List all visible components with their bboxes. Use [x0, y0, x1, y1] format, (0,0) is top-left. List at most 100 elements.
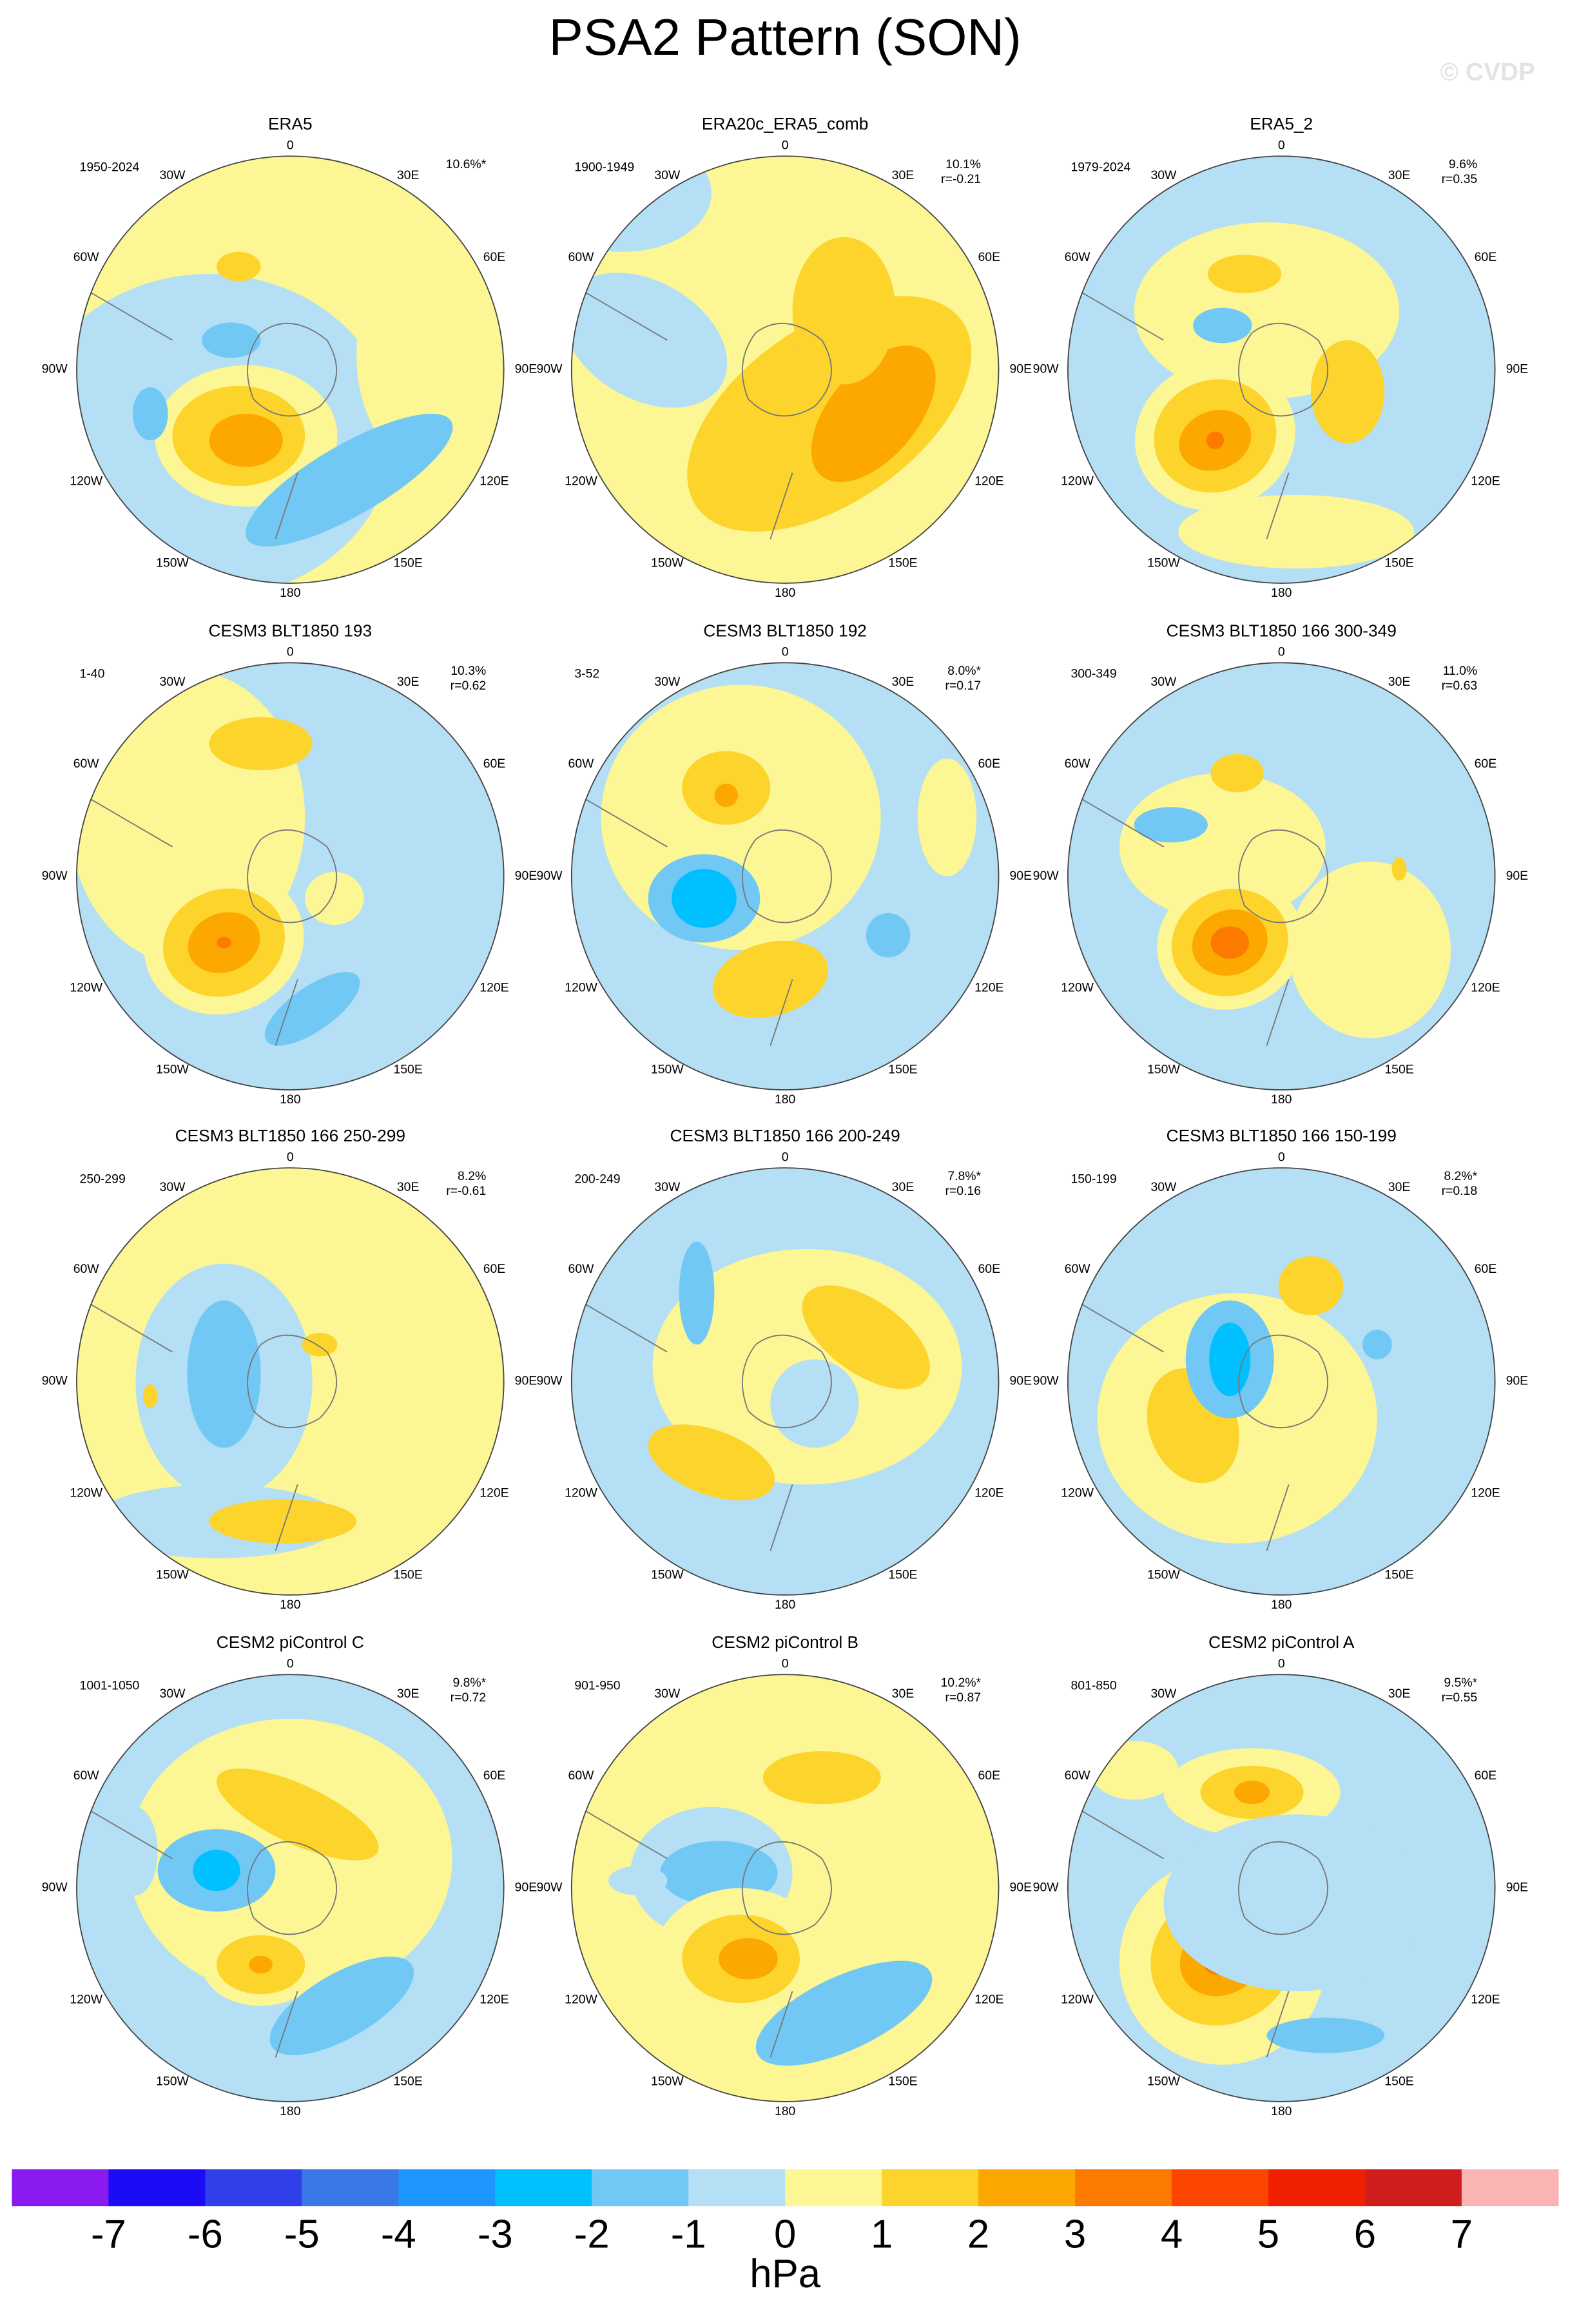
lon-label: 30E: [397, 1180, 420, 1194]
explained-variance: 10.3%: [450, 664, 486, 678]
contour-fill: [1134, 807, 1208, 843]
colorbar-unit: hPa: [750, 2252, 820, 2296]
lon-label: 150E: [888, 556, 917, 570]
lon-label: 30E: [397, 168, 420, 182]
contour-fill: [1210, 926, 1249, 959]
contour-fill: [216, 1768, 379, 1861]
contour-fill: [1206, 431, 1225, 449]
lon-label: 90W: [42, 362, 68, 376]
explained-variance: 9.5%*: [1444, 1676, 1477, 1690]
colorbar-box: [1172, 2169, 1269, 2207]
colorbar-box: [205, 2169, 303, 2207]
lon-label: 0: [782, 644, 789, 659]
lon-label: 30W: [654, 168, 681, 182]
lon-label: 30E: [397, 675, 420, 689]
panel-title: CESM2 piControl C: [217, 1632, 364, 1652]
lon-label: 120E: [974, 1486, 1003, 1500]
lon-label: 30E: [892, 675, 915, 689]
panel-title: CESM2 piControl B: [712, 1632, 858, 1652]
lon-label: 120W: [1061, 474, 1094, 488]
explained-variance: 7.8%*: [947, 1169, 981, 1183]
coastline: [578, 1300, 832, 1551]
lon-label: 0: [1278, 1150, 1285, 1164]
contour-fill: [608, 1866, 668, 1896]
panel-title: CESM3 BLT1850 166 200-249: [670, 1126, 900, 1145]
panel-title: CESM2 piControl A: [1208, 1632, 1355, 1652]
lon-label: 120E: [1471, 980, 1500, 994]
colorbar-box: [108, 2169, 206, 2207]
contour-fill: [113, 1806, 158, 1896]
lon-label: 60W: [1065, 1768, 1091, 1783]
contour-fill: [1310, 340, 1385, 443]
panel-title: CESM3 BLT1850 166 300-349: [1167, 621, 1397, 640]
contour-fill: [811, 345, 936, 483]
lon-label: 60E: [1475, 250, 1497, 264]
lon-label: 60E: [483, 250, 506, 264]
colorbar-box: [688, 2169, 786, 2207]
contour-fill: [193, 1850, 240, 1892]
contour-fill: [1163, 1814, 1429, 1991]
contour-fill: [128, 1718, 452, 1999]
map-border: [76, 662, 505, 1090]
map: [76, 1168, 504, 1595]
period: 250-299: [80, 1172, 126, 1186]
lon-label: 180: [775, 1092, 796, 1107]
colorbar-box: [1364, 2169, 1462, 2207]
contour-fill: [1210, 754, 1264, 793]
lon-label: 90W: [1033, 362, 1060, 376]
lon-label: 60W: [568, 757, 595, 771]
contour-fill: [1278, 1256, 1344, 1315]
contour-fill: [770, 1359, 859, 1448]
lon-label: 30E: [892, 1687, 915, 1701]
contour-fill: [714, 783, 739, 808]
coastline: [578, 288, 832, 539]
lon-label: 150W: [156, 1567, 189, 1582]
colorbar-label: 2: [967, 2212, 989, 2256]
lon-label: 60W: [568, 1768, 595, 1783]
period: 3-52: [574, 667, 599, 681]
pattern-correlation: r=0.17: [945, 679, 981, 693]
pattern-correlation: r=0.35: [1442, 172, 1478, 186]
colorbar-box: [1075, 2169, 1172, 2207]
coastline: [83, 795, 338, 1046]
lon-label: 60E: [483, 757, 506, 771]
explained-variance: 8.2%: [458, 1169, 486, 1183]
coastline: [578, 795, 832, 1046]
lon-label: 60E: [978, 1768, 1001, 1783]
lon-label: 90E: [515, 1881, 538, 1895]
contour-fill: [302, 1333, 338, 1357]
lon-label: 180: [280, 2104, 301, 2118]
period: 300-349: [1070, 667, 1116, 681]
period: 1-40: [80, 667, 105, 681]
coastline: [1074, 288, 1328, 539]
map-border: [1067, 662, 1496, 1090]
lon-label: 90W: [42, 869, 68, 883]
lon-label: 90E: [1010, 362, 1032, 376]
contour-fill: [217, 251, 261, 282]
map-border: [570, 155, 1000, 584]
map: [76, 156, 504, 583]
period: 1001-1050: [80, 1679, 140, 1693]
lon-label: 150E: [1384, 2075, 1413, 2089]
contour-fill: [1209, 1322, 1251, 1397]
lon-label: 90E: [1506, 1881, 1529, 1895]
colorbar-label: 1: [871, 2212, 893, 2256]
lon-label: 120W: [1061, 1992, 1094, 2006]
lon-label: 90W: [537, 362, 563, 376]
lon-label: 120W: [565, 980, 597, 994]
lon-label: 150W: [1147, 556, 1180, 570]
lon-label: 150W: [651, 2075, 684, 2089]
lon-label: 120W: [70, 980, 102, 994]
figure-title: PSA2 Pattern (SON): [548, 8, 1021, 66]
lon-label: 30W: [1150, 1180, 1177, 1194]
contour-fill: [672, 869, 737, 928]
lon-label: 150E: [1384, 1063, 1413, 1077]
lon-label: 180: [1271, 586, 1292, 600]
colorbar-box: [882, 2169, 979, 2207]
contour-fill: [762, 1751, 881, 1805]
lon-label: 120E: [974, 474, 1003, 488]
lon-label: 30E: [1388, 168, 1411, 182]
lon-label: 180: [280, 1598, 301, 1612]
colorbar-label: -4: [381, 2212, 416, 2256]
